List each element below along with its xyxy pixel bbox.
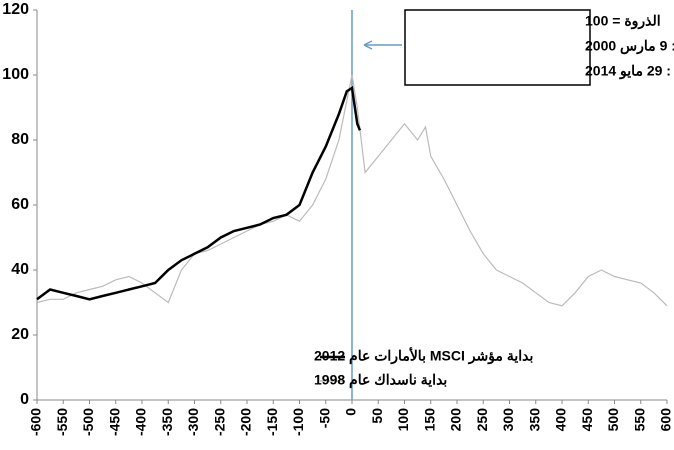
- x-tick-label: 550: [631, 408, 647, 432]
- x-tick-label: 150: [421, 408, 437, 432]
- y-tick-label: 80: [11, 131, 29, 148]
- x-tick-label: -50: [316, 408, 332, 428]
- annotation-box: [404, 9, 591, 86]
- x-tick-label: 400: [553, 408, 569, 432]
- x-tick-label: -550: [54, 408, 70, 436]
- x-tick-label: -450: [106, 408, 122, 436]
- annotation: الذروة = 100: [585, 13, 661, 30]
- x-tick-label: 250: [474, 408, 490, 432]
- arrow-head: [363, 40, 373, 50]
- x-tick-label: -250: [211, 408, 227, 436]
- x-tick-label: 50: [369, 408, 385, 424]
- x-tick-label: 600: [658, 408, 674, 432]
- x-tick-label: 350: [526, 408, 542, 432]
- x-tick-label: 500: [605, 408, 621, 432]
- y-tick-label: 0: [20, 391, 29, 408]
- line: [36, 85, 362, 301]
- x-tick-label: -600: [28, 408, 44, 436]
- y-tick-label: 120: [2, 1, 29, 18]
- y-tick-label: 20: [11, 326, 29, 343]
- x-tick-label: -150: [264, 408, 280, 436]
- x-tick-label: 200: [448, 408, 464, 432]
- legend-label: بداية مؤشر MSCI بالأمارات عام 2012: [314, 347, 533, 365]
- y-tick-label: 100: [2, 66, 29, 83]
- x-tick-label: -500: [80, 408, 96, 436]
- x-tick-label: 0: [343, 408, 359, 416]
- y-tick-label: 40: [11, 261, 29, 278]
- x-tick-label: 300: [500, 408, 516, 432]
- x-tick-label: -400: [133, 408, 149, 436]
- legend-label: بداية ناسداك عام 1998: [314, 372, 447, 389]
- x-tick-label: -300: [185, 408, 201, 436]
- x-tick-label: -350: [159, 408, 175, 436]
- x-tick-label: 450: [579, 408, 595, 432]
- annotation: ناسداك : 9 مارس 2000: [585, 38, 674, 55]
- x-tick-label: 100: [395, 408, 411, 432]
- y-tick-label: 60: [11, 196, 29, 213]
- annotation: الأمارات : 29 مايو 2014: [585, 62, 674, 80]
- x-tick-label: -200: [238, 408, 254, 436]
- x-tick-label: -100: [290, 408, 306, 436]
